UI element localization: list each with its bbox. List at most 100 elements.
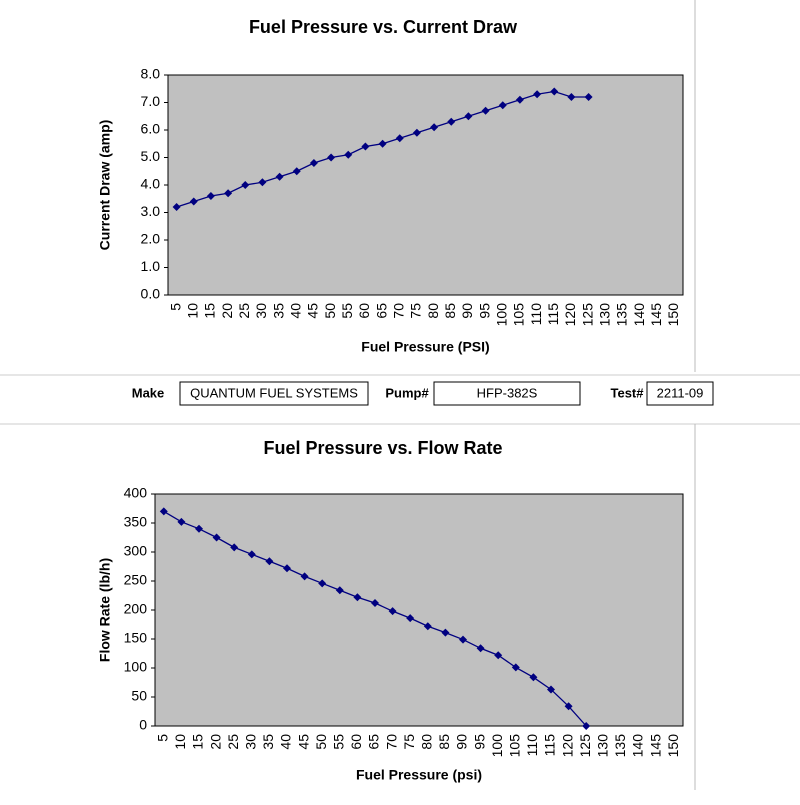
y-tick-label: 350 bbox=[124, 514, 148, 530]
point-marker bbox=[189, 197, 198, 206]
x-tick-label: 5 bbox=[167, 303, 183, 311]
x-tick-label: 40 bbox=[278, 734, 294, 750]
point-marker bbox=[206, 192, 215, 200]
point-marker bbox=[430, 123, 439, 132]
y-tick-label: 6.0 bbox=[141, 121, 161, 137]
pump-label: Pump# bbox=[385, 385, 429, 400]
x-tick-label: 75 bbox=[408, 303, 424, 319]
x-tick-label: 50 bbox=[313, 734, 329, 750]
point-marker bbox=[547, 685, 555, 694]
x-tick-label: 85 bbox=[442, 303, 458, 319]
plot-area bbox=[154, 493, 684, 727]
x-tick-label: 90 bbox=[459, 303, 475, 319]
y-tick-label: 5.0 bbox=[141, 148, 161, 164]
point-marker bbox=[258, 178, 267, 187]
point-marker bbox=[550, 87, 559, 96]
point-marker bbox=[371, 599, 379, 608]
x-tick-label: 75 bbox=[401, 734, 417, 750]
y-tick-label: 50 bbox=[131, 688, 147, 704]
x-tick-label: 90 bbox=[454, 734, 470, 750]
point-marker bbox=[353, 593, 362, 602]
point-marker bbox=[464, 112, 473, 121]
x-tick-label: 15 bbox=[190, 734, 206, 750]
point-marker bbox=[327, 153, 336, 162]
y-tick-label: 2.0 bbox=[141, 231, 161, 247]
point-marker bbox=[564, 702, 573, 711]
y-axis-label: Flow Rate (lb/h) bbox=[97, 558, 113, 662]
x-tick-label: 25 bbox=[236, 303, 252, 319]
point-marker bbox=[283, 564, 291, 573]
point-marker bbox=[494, 651, 503, 660]
x-tick-label: 85 bbox=[436, 734, 452, 750]
point-marker bbox=[476, 644, 485, 653]
point-marker bbox=[481, 106, 490, 115]
point-marker bbox=[265, 557, 274, 566]
point-marker bbox=[567, 93, 576, 101]
point-marker bbox=[406, 614, 415, 623]
y-tick-label: 0 bbox=[139, 717, 147, 733]
point-marker bbox=[300, 572, 309, 581]
chart-title: Fuel Pressure vs. Current Draw bbox=[249, 17, 518, 37]
y-tick-label: 150 bbox=[124, 630, 148, 646]
x-tick-label: 30 bbox=[253, 303, 269, 319]
point-marker bbox=[388, 607, 397, 616]
y-tick-label: 3.0 bbox=[141, 203, 161, 219]
point-marker bbox=[212, 533, 221, 542]
y-tick-label: 4.0 bbox=[141, 176, 161, 192]
point-marker bbox=[361, 142, 370, 151]
x-tick-label: 60 bbox=[348, 734, 364, 750]
x-tick-label: 30 bbox=[243, 734, 259, 750]
point-marker bbox=[177, 517, 186, 526]
x-tick-label: 25 bbox=[225, 734, 241, 750]
y-tick-label: 200 bbox=[124, 601, 148, 617]
x-tick-label: 105 bbox=[511, 303, 527, 327]
point-marker bbox=[533, 90, 542, 99]
x-tick-label: 95 bbox=[471, 734, 487, 750]
x-tick-label: 70 bbox=[383, 734, 399, 750]
x-tick-label: 130 bbox=[596, 303, 612, 327]
pump-value: HFP-382S bbox=[477, 385, 538, 400]
make-box bbox=[179, 381, 369, 406]
x-tick-label: 120 bbox=[559, 734, 575, 758]
x-tick-label: 40 bbox=[287, 303, 303, 319]
x-tick-label: 45 bbox=[305, 303, 321, 319]
point-marker bbox=[247, 550, 256, 559]
test-value: 2211-09 bbox=[657, 385, 704, 400]
pump-box bbox=[433, 381, 581, 406]
point-marker bbox=[498, 101, 507, 110]
x-tick-label: 145 bbox=[647, 734, 663, 758]
point-marker bbox=[582, 722, 591, 730]
x-tick-label: 95 bbox=[476, 303, 492, 319]
y-tick-label: 250 bbox=[124, 572, 148, 588]
x-axis-label: Fuel Pressure (PSI) bbox=[361, 339, 489, 355]
point-marker bbox=[195, 524, 203, 533]
x-tick-label: 115 bbox=[545, 303, 561, 326]
y-tick-label: 0.0 bbox=[141, 286, 161, 302]
x-tick-label: 150 bbox=[665, 734, 681, 758]
point-marker bbox=[230, 543, 239, 552]
x-tick-label: 100 bbox=[489, 734, 505, 758]
x-tick-label: 10 bbox=[184, 303, 200, 319]
point-marker bbox=[515, 95, 524, 104]
chart-title: Fuel Pressure vs. Flow Rate bbox=[263, 438, 502, 458]
x-tick-label: 105 bbox=[507, 734, 523, 758]
x-tick-label: 100 bbox=[493, 303, 509, 327]
plot-area bbox=[167, 74, 684, 296]
x-tick-label: 55 bbox=[339, 303, 355, 319]
point-marker bbox=[224, 189, 233, 198]
x-tick-label: 125 bbox=[577, 734, 593, 758]
x-tick-label: 130 bbox=[595, 734, 611, 758]
point-marker bbox=[511, 663, 520, 672]
x-axis-label: Fuel Pressure (psi) bbox=[356, 767, 482, 783]
point-marker bbox=[529, 673, 538, 682]
x-tick-label: 20 bbox=[219, 303, 235, 319]
point-marker bbox=[318, 579, 327, 588]
x-tick-label: 35 bbox=[270, 303, 286, 319]
y-tick-label: 100 bbox=[124, 659, 148, 675]
y-tick-label: 300 bbox=[124, 543, 148, 559]
x-tick-label: 50 bbox=[322, 303, 338, 319]
y-tick-label: 7.0 bbox=[141, 93, 161, 109]
x-tick-label: 70 bbox=[390, 303, 406, 319]
x-tick-label: 10 bbox=[172, 734, 188, 750]
point-marker bbox=[412, 128, 421, 137]
